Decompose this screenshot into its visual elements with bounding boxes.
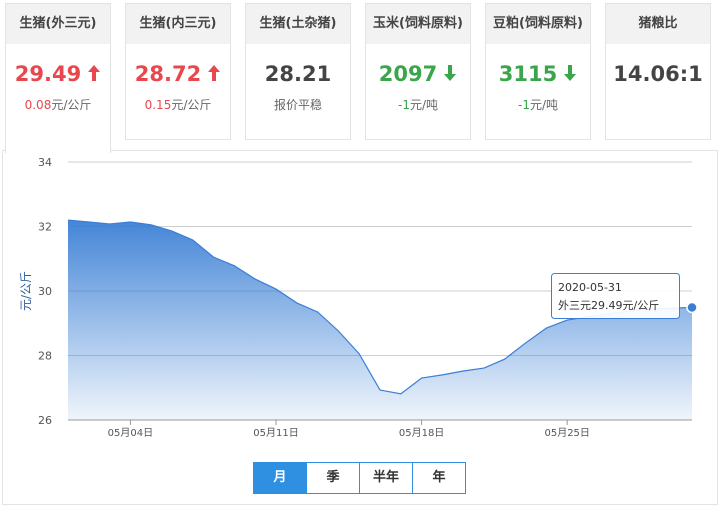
price-card: 生猪(土杂猪) 28.21 报价平稳 xyxy=(245,3,351,140)
card-change: -1元/吨 xyxy=(366,96,470,113)
x-tick-label: 05月04日 xyxy=(108,427,153,439)
arrow-shape xyxy=(88,65,101,81)
tooltip-value: 外三元29.49元/公斤 xyxy=(558,299,659,312)
y-tick-label: 34 xyxy=(38,156,52,169)
tooltip-series: 外三元 xyxy=(558,299,591,312)
range-button[interactable]: 半年 xyxy=(359,463,412,493)
change-unit: 元/公斤 xyxy=(51,98,92,112)
tooltip-date: 2020-05-31 xyxy=(558,281,622,294)
price-card: 玉米(饲料原料) 2097 -1元/吨 xyxy=(365,3,471,140)
range-buttons: 月季半年年 xyxy=(253,462,466,494)
price-card: 生猪(外三元) 29.49 0.08元/公斤 xyxy=(5,3,111,153)
change-value: -1 xyxy=(397,98,410,112)
card-price: 14.06:1 xyxy=(606,62,710,90)
y-axis-label: 元/公斤 xyxy=(19,271,33,311)
change-unit: 元/吨 xyxy=(409,98,438,112)
x-tick-label: 05月25日 xyxy=(544,427,589,439)
card-title: 生猪(土杂猪) xyxy=(246,4,350,44)
card-title: 玉米(饲料原料) xyxy=(366,4,470,44)
price-value: 28.72 xyxy=(134,62,202,86)
y-tick-label: 30 xyxy=(38,285,52,298)
arrow-shape xyxy=(564,65,577,81)
tooltip-number: 29.49 xyxy=(591,299,623,312)
price-card: 生猪(内三元) 28.72 0.15元/公斤 xyxy=(125,3,231,140)
y-tick-label: 26 xyxy=(38,414,52,427)
card-title: 生猪(外三元) xyxy=(6,4,110,44)
price-value: 3115 xyxy=(498,62,558,86)
range-button[interactable]: 月 xyxy=(254,463,306,493)
change-value: 0.15 xyxy=(144,98,172,112)
price-value: 2097 xyxy=(378,62,438,86)
y-tick-label: 32 xyxy=(38,221,52,234)
card-price: 2097 xyxy=(366,62,470,90)
price-card: 豆粕(饲料原料) 3115 -1元/吨 xyxy=(485,3,591,140)
tooltip-box xyxy=(551,273,680,319)
area xyxy=(68,220,692,420)
range-button[interactable]: 季 xyxy=(306,463,359,493)
card-note: 报价平稳 xyxy=(273,98,322,112)
trend-arrow xyxy=(208,65,221,81)
card-title: 猪粮比 xyxy=(606,4,710,44)
card-price: 3115 xyxy=(486,62,590,90)
price-value: 29.49 xyxy=(14,62,82,86)
card-price: 28.21 xyxy=(246,62,350,90)
price-value: 28.21 xyxy=(264,62,332,86)
change-unit: 元/吨 xyxy=(529,98,558,112)
y-tick-label: 28 xyxy=(38,350,52,363)
card-title: 生猪(内三元) xyxy=(126,4,230,44)
x-tick-label: 05月11日 xyxy=(253,427,298,439)
card-price: 29.49 xyxy=(6,62,110,90)
trend-arrow xyxy=(88,65,101,81)
change-value: 0.08 xyxy=(24,98,52,112)
point xyxy=(686,301,698,314)
trend-arrow xyxy=(444,65,457,81)
trend-arrow xyxy=(564,65,577,81)
tooltip: 2020-05-31 外三元29.49元/公斤 xyxy=(551,273,680,319)
card-change: -1元/吨 xyxy=(486,96,590,113)
change-value: -1 xyxy=(517,98,530,112)
price-value: 14.06:1 xyxy=(613,62,703,86)
card-change: 0.15元/公斤 xyxy=(126,96,230,113)
arrow-shape xyxy=(208,65,221,81)
card-price: 28.72 xyxy=(126,62,230,90)
change-unit: 元/公斤 xyxy=(171,98,212,112)
range-button[interactable]: 年 xyxy=(412,463,465,493)
x-tick-label: 05月18日 xyxy=(399,427,444,439)
arrow-shape xyxy=(444,65,457,81)
card-change: 0.08元/公斤 xyxy=(6,96,110,113)
price-card: 猪粮比 14.06:1 xyxy=(605,3,711,140)
card-title: 豆粕(饲料原料) xyxy=(486,4,590,44)
tooltip-unit: 元/公斤 xyxy=(623,299,660,312)
